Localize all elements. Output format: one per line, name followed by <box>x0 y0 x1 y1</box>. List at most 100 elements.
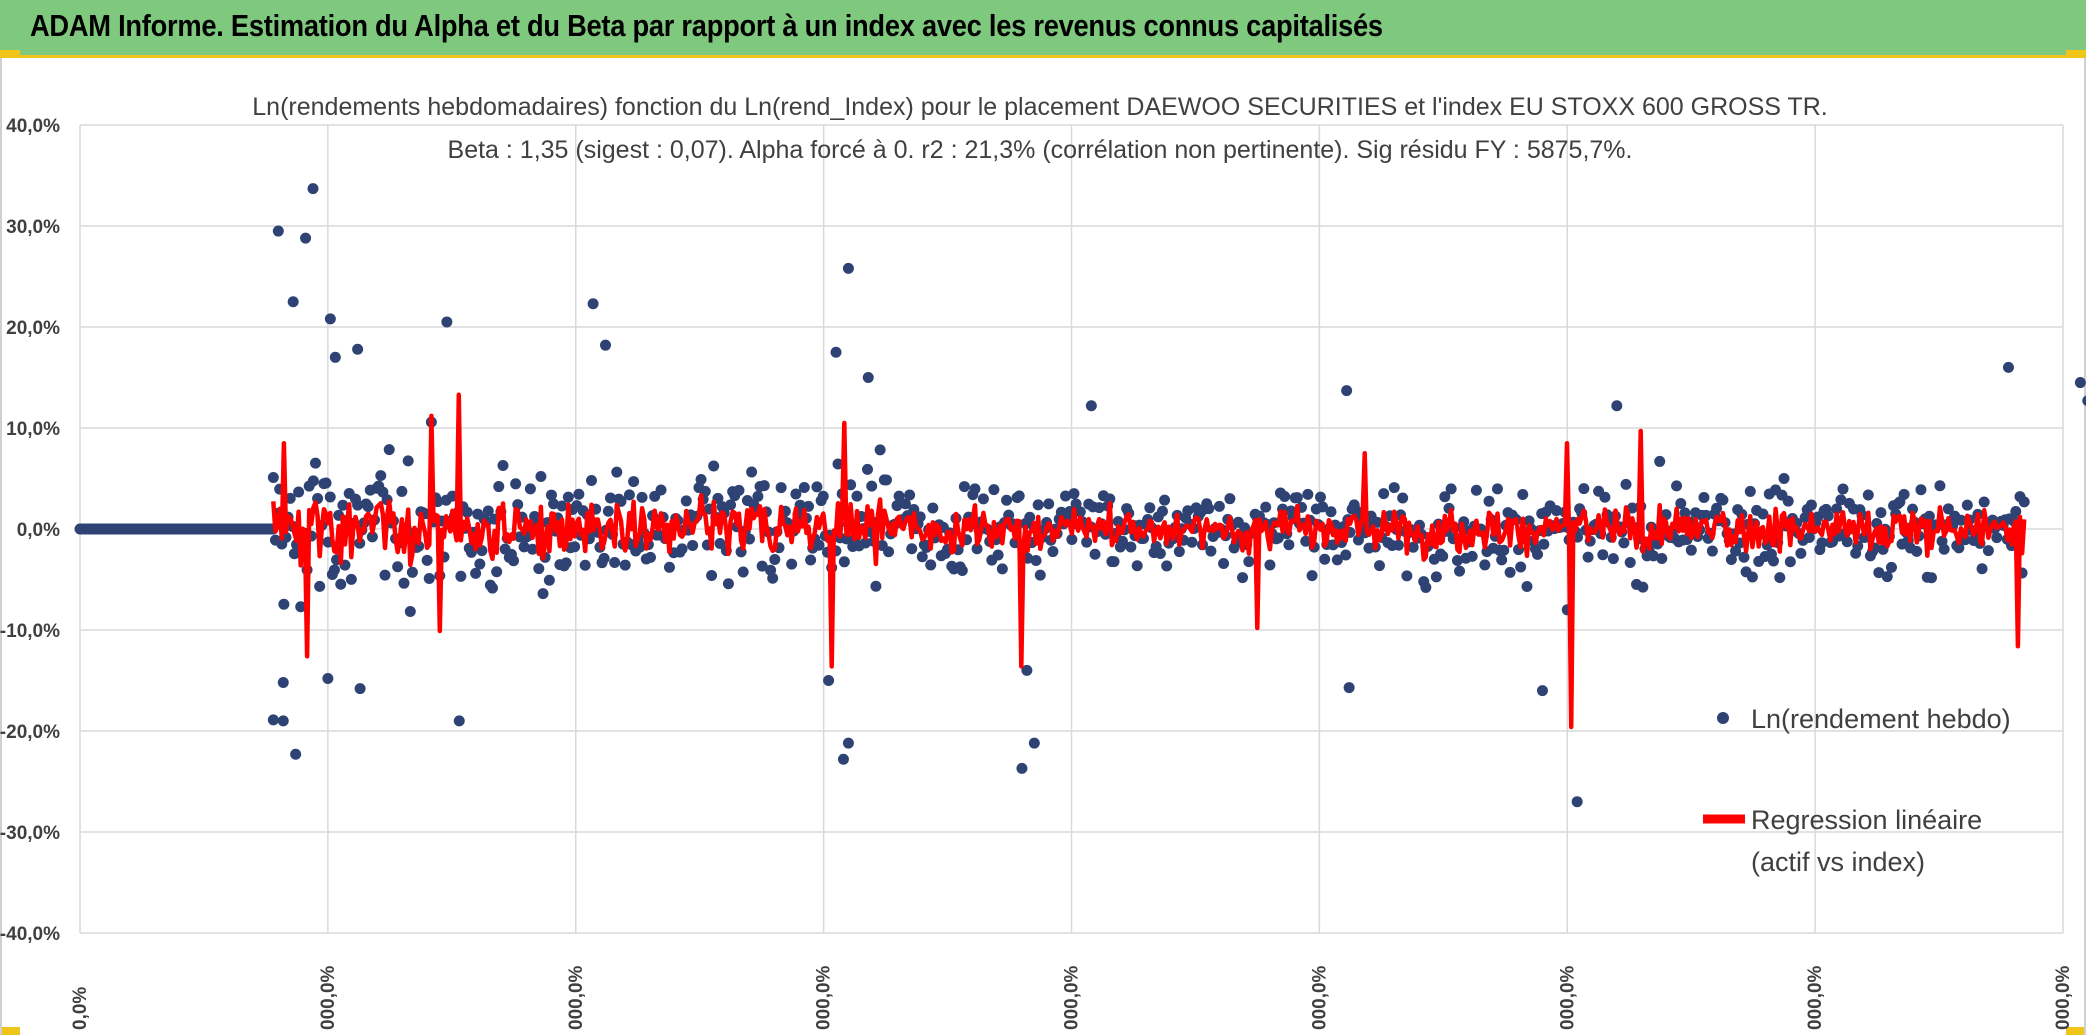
scatter-point <box>1352 534 1364 546</box>
x-tick-label: 0,0% <box>70 987 91 1030</box>
scatter-point <box>383 444 395 456</box>
x-tick-label: 000,0% <box>318 965 339 1030</box>
scatter-point <box>1607 553 1619 565</box>
y-tick-label: 10,0% <box>6 419 60 440</box>
scatter-point <box>958 481 970 493</box>
scatter-point <box>1654 455 1666 467</box>
scatter-point <box>1108 556 1120 568</box>
scatter-point <box>402 455 414 467</box>
scatter-point <box>1272 532 1284 544</box>
scatter-point <box>470 567 482 579</box>
scatter-point <box>805 554 817 566</box>
scatter-point <box>1483 495 1495 507</box>
scatter-point <box>862 372 874 383</box>
scatter-point <box>737 566 749 578</box>
scatter-point <box>845 479 857 491</box>
scatter-point <box>307 475 319 487</box>
scatter-point <box>1934 480 1946 492</box>
scatter-point <box>874 444 886 456</box>
scatter-point <box>1350 505 1362 517</box>
scatter-point <box>423 572 435 584</box>
scatter-point <box>1767 555 1779 567</box>
scatter-point <box>977 493 989 505</box>
scatter-point <box>1331 554 1343 566</box>
scatter-point <box>676 543 688 555</box>
scatter-point <box>1186 536 1198 548</box>
scatter-point <box>1317 501 1329 513</box>
scatter-point <box>524 483 536 495</box>
scatter-point <box>406 566 418 578</box>
scatter-point <box>272 225 284 237</box>
chart-frame <box>0 58 2086 1035</box>
scatter-point <box>1611 400 1623 412</box>
scatter-point <box>1656 553 1668 565</box>
scatter-point <box>1774 572 1786 584</box>
scatter-point <box>1237 572 1249 584</box>
x-tick-label: 000,0% <box>1309 965 1330 1030</box>
scatter-point <box>904 489 916 501</box>
scatter-point <box>1283 539 1295 551</box>
scatter-point <box>1085 400 1097 412</box>
scatter-point <box>1496 554 1508 566</box>
scatter-point <box>655 484 667 496</box>
scatter-point <box>461 506 473 518</box>
scatter-point <box>1392 539 1404 551</box>
scatter-point <box>569 541 581 553</box>
scatter-point <box>379 569 391 581</box>
scatter-point <box>1675 498 1687 510</box>
scatter-point <box>1479 559 1491 571</box>
scatter-point <box>345 573 357 585</box>
scatter-point <box>1536 685 1548 697</box>
scatter-point <box>1515 561 1527 573</box>
scatter-point <box>543 574 555 586</box>
scatter-point <box>1875 507 1887 519</box>
scatter-point <box>587 298 599 310</box>
x-tick-label: 000,0% <box>2053 965 2074 1030</box>
scatter-point <box>1746 571 1758 583</box>
scatter-point <box>1291 492 1303 504</box>
scatter-point <box>1300 535 1312 547</box>
scatter-point <box>1685 544 1697 556</box>
scatter-point <box>1521 581 1533 593</box>
scatter-point <box>1782 495 1794 507</box>
scatter-point <box>1700 509 1712 521</box>
x-tick-label: 000,0% <box>1805 965 1826 1030</box>
scatter-point <box>293 486 305 498</box>
scatter-point <box>1907 503 1919 515</box>
scatter-point <box>695 474 707 486</box>
scatter-point <box>497 460 509 472</box>
scatter-point <box>598 552 610 564</box>
scatter-point <box>1885 561 1897 573</box>
scatter-point <box>1637 581 1649 593</box>
scatter-point <box>680 495 692 507</box>
scatter-point <box>1319 553 1331 565</box>
scatter-point <box>817 490 829 502</box>
x-tick-label: 000,0% <box>1062 965 1083 1030</box>
scatter-point <box>744 533 756 545</box>
scatter-point <box>1831 503 1843 515</box>
scatter-point <box>508 555 520 567</box>
scatter-point <box>392 561 404 573</box>
scatter-point <box>1125 541 1137 553</box>
scatter-point <box>1816 537 1828 549</box>
corner-marker-top-right <box>2066 50 2086 58</box>
x-tick-label: 000,0% <box>1557 965 1578 1030</box>
scatter-point <box>604 492 616 504</box>
chart-title: Ln(rendements hebdomadaires) fonction du… <box>252 93 1827 121</box>
scatter-point <box>1698 491 1710 503</box>
scatter-point <box>309 457 321 469</box>
scatter-point <box>1784 556 1796 568</box>
scatter-point <box>714 538 726 550</box>
scatter-point <box>1915 484 1927 496</box>
scatter-point <box>1260 501 1272 513</box>
scatter-point <box>535 470 547 482</box>
scatter-point <box>1314 491 1326 503</box>
y-tick-label: -40,0% <box>0 924 60 945</box>
corner-marker-bottom-right <box>2066 1027 2086 1035</box>
scatter-point <box>1803 531 1815 543</box>
regression-line <box>271 392 2027 730</box>
scatter-point <box>663 561 675 573</box>
scatter-point <box>335 578 347 590</box>
scatter-point <box>1491 483 1503 495</box>
scatter-point <box>533 563 545 575</box>
